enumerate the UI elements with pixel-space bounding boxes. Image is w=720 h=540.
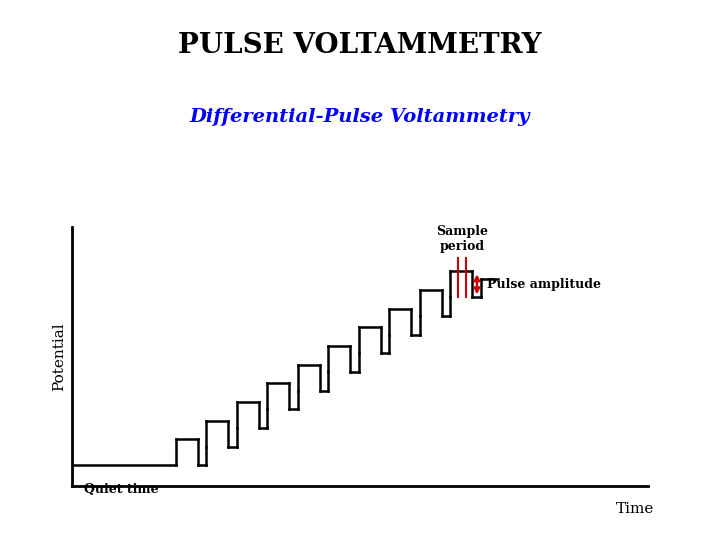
Text: Time: Time [616, 502, 654, 516]
Text: Differential-Pulse Voltammetry: Differential-Pulse Voltammetry [190, 108, 530, 126]
Text: Sample
period: Sample period [436, 225, 488, 253]
Text: Pulse amplitude: Pulse amplitude [487, 278, 601, 291]
Text: PULSE VOLTAMMETRY: PULSE VOLTAMMETRY [179, 32, 541, 59]
Text: Quiet time: Quiet time [84, 483, 159, 496]
Y-axis label: Potential: Potential [53, 322, 66, 391]
